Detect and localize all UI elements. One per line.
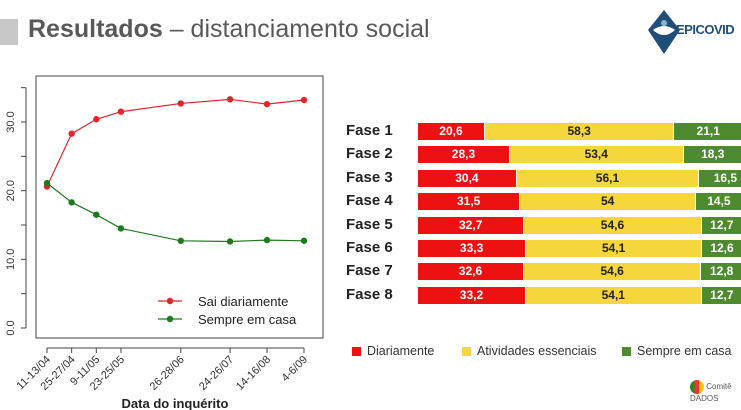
bar-category-label: Fase 4 (346, 192, 393, 210)
legend-marker (166, 315, 174, 323)
plot-frame (35, 75, 324, 339)
bar-segment: 53,4 (509, 146, 683, 164)
logo-text: Comitê DADOS (690, 382, 732, 403)
epicovid-logo (648, 10, 680, 54)
data-point (300, 96, 308, 104)
data-point (263, 236, 271, 244)
data-point (263, 100, 271, 108)
data-point (300, 237, 308, 244)
x-tick-label: 4-6/09 (280, 354, 311, 385)
legend-label: Sai diariamente (198, 294, 288, 309)
data-point (43, 179, 51, 187)
legend-swatch (622, 347, 631, 356)
data-point (68, 130, 75, 137)
bar-segment: 54,6 (524, 216, 701, 234)
legend-item: Diariamente (352, 344, 434, 358)
bar-category-label: Fase 5 (346, 215, 393, 233)
x-tick-label: 26-28/06 (148, 354, 187, 393)
legend-swatch (462, 347, 471, 356)
line-chart: 0.010.020.030.0Proporção (%)11-13/0425-2… (5, 75, 324, 410)
logo-text: EPICOVID (676, 22, 735, 37)
bar-segment: 18,3 (683, 146, 741, 164)
bar-category-label: Fase 2 (346, 145, 393, 163)
bar-segment: 32,7 (418, 216, 524, 234)
bar-segment: 58,3 (484, 123, 674, 140)
data-point (93, 116, 100, 123)
bar-segment: 33,2 (418, 286, 525, 304)
bar-category-label: Fase 1 (346, 122, 393, 139)
bar-segment: 28,3 (418, 146, 509, 164)
title-accent-bar (0, 19, 18, 45)
bar-segment: 32,6 (418, 263, 523, 281)
legend-label: Diariamente (367, 344, 435, 358)
bar-segment: 54,6 (523, 263, 701, 281)
y-tick-label: 0.0 (5, 320, 17, 335)
x-tick-label: 24-26/07 (197, 354, 236, 393)
legend-label: Sempre em casa (198, 312, 297, 327)
bar-segment: 54,1 (525, 286, 701, 304)
title-bold: Resultados (28, 15, 163, 43)
bar-category-label: Fase 3 (346, 168, 393, 186)
page-title: Resultados – distanciamento social (28, 15, 430, 44)
bar-segment: 54,1 (526, 240, 702, 257)
bar-segment: 56,1 (516, 169, 699, 187)
data-point (117, 225, 125, 232)
data-point (177, 100, 184, 107)
bar-segment: 12,7 (701, 286, 741, 304)
y-tick-label: 30.0 (5, 111, 17, 132)
bar-category-label: Fase 8 (346, 285, 393, 303)
x-tick-label: 14-16/08 (234, 354, 273, 393)
data-point (177, 237, 184, 244)
bar-segment: 54 (520, 193, 695, 211)
data-point (68, 199, 75, 206)
y-tick-label: 10.0 (5, 249, 17, 270)
bar-segment: 12,8 (701, 263, 741, 281)
y-tick-label: 20.0 (5, 180, 17, 201)
data-point (117, 108, 125, 115)
series-line-0 (46, 98, 305, 187)
data-point (226, 238, 234, 245)
bar-category-label: Fase 6 (346, 239, 393, 256)
legend-label: Sempre em casa (637, 344, 732, 358)
x-axis-label: Data do inquérito (122, 396, 229, 410)
bar-segment: 33,3 (418, 240, 526, 257)
legend-item: Atividades essenciais (462, 344, 597, 358)
legend-swatch (352, 347, 361, 356)
bar-segment: 12,7 (701, 216, 741, 234)
series-line-1 (46, 182, 305, 243)
bar-segment: 30,4 (418, 169, 516, 187)
bar-segment: 31,5 (418, 193, 520, 211)
bar-segment: 21,1 (674, 123, 741, 140)
bar-segment: 14,5 (695, 193, 741, 211)
data-point (226, 96, 234, 103)
comite-dados-logo: Comitê DADOS (690, 380, 741, 403)
legend-item: Sempre em casa (622, 344, 731, 358)
legend-label: Atividades essenciais (477, 344, 597, 358)
legend-marker (166, 297, 174, 305)
bar-segment: 20,6 (418, 123, 484, 140)
bar-segment: 12,6 (702, 240, 741, 257)
bar-category-label: Fase 7 (346, 262, 393, 280)
title-rest: – distanciamento social (162, 15, 430, 43)
data-point (93, 211, 100, 218)
bar-segment: 16,5 (699, 169, 741, 187)
